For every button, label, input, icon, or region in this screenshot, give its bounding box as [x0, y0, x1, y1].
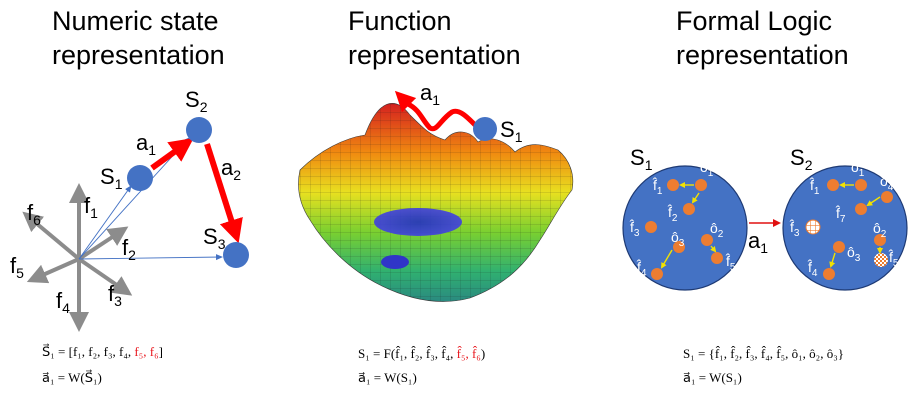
numeric-state-diagram: S1 S2 S3 a1 a2 f1 f2 f3 f4 f5 f6	[10, 87, 249, 332]
state-s1-node	[127, 165, 153, 191]
fact-f3-removed-dot	[805, 219, 821, 235]
label-f5: f5	[10, 253, 24, 281]
label-o3: ô3	[671, 229, 685, 249]
object-o4-dot	[881, 191, 893, 203]
fact-f5-dot	[711, 252, 723, 264]
label-s3: S3	[203, 224, 226, 252]
vector-to-s3	[78, 254, 223, 261]
action-path-arrow	[394, 90, 483, 133]
state-s3-node	[223, 242, 249, 268]
title-function-line1: Function	[348, 6, 452, 36]
title-numeric-line2: representation	[52, 40, 225, 70]
function-surface-diagram: a1 S1	[298, 80, 574, 302]
title-numeric: Numeric state representation	[52, 4, 225, 72]
label-f3: f̂3	[789, 219, 800, 239]
label-o3: ô3	[847, 244, 861, 264]
title-logic-line1: Formal Logic	[676, 6, 833, 36]
formula-logic-state: S₁ = {f̂₁, f̂₂, f̂₃, f̂₄, f̂₅, ô₁, ô₂, ô…	[683, 346, 844, 361]
label-f6: f6	[27, 200, 41, 228]
title-function: Function representation	[348, 4, 521, 72]
label-f3: f3	[108, 281, 122, 309]
formula-numeric-red: f₅, f₆	[134, 344, 159, 359]
title-function-line2: representation	[348, 40, 521, 70]
feature-axes	[22, 183, 133, 332]
label-s1: S1	[630, 145, 653, 173]
formula-numeric-prefix: S⃗₁ = [f₁, f₂, f₃, f₄,	[42, 344, 135, 359]
label-o2: ô2	[873, 220, 887, 240]
formula-function-prefix: S₁ = F(f̂₁, f̂₂, f̂₃, f̂₄,	[358, 346, 457, 361]
fact-f7-dot	[855, 203, 867, 215]
label-s1: S1	[100, 164, 123, 192]
fact-f1-dot	[827, 179, 839, 191]
formula-function-action: a⃗₁ = W(S₁)	[358, 370, 417, 385]
label-f4: f̂4	[636, 259, 647, 279]
formula-numeric-action: a⃗₁ = W(S⃗₁)	[42, 370, 102, 385]
surface-minimum-well	[374, 208, 462, 236]
formula-function-suffix: )	[480, 346, 486, 361]
state-s1-node	[473, 117, 497, 141]
fact-f4-dot	[823, 268, 835, 280]
formula-numeric-state: S⃗₁ = [f₁, f₂, f₃, f₄, f₅, f₆]	[42, 344, 163, 360]
label-f4: f4	[56, 288, 70, 316]
action-a2-arrow	[204, 143, 243, 244]
label-s1: S1	[500, 117, 523, 145]
object-o3-dot	[673, 241, 685, 253]
label-f7: f̂7	[835, 205, 846, 225]
formal-logic-diagram: S1 S2 a1 f̂1 ô1 f̂2 f̂3 ô2 ô3 f̂4 f̂5	[622, 145, 908, 291]
label-o4: ô4	[880, 173, 894, 193]
formula-function-red: f̂₅, f̂₆	[456, 346, 481, 361]
label-f2: f2	[122, 235, 136, 263]
surface-minimum-lower	[381, 255, 409, 269]
object-o1-dot	[855, 179, 867, 191]
object-o1-dot	[695, 179, 707, 191]
fact-f2-dot	[683, 203, 695, 215]
label-f1: f̂1	[809, 177, 820, 197]
title-numeric-line1: Numeric state	[52, 6, 219, 36]
fact-f5-changed-dot	[874, 253, 888, 267]
label-f1: f̂1	[652, 177, 663, 197]
formula-numeric-suffix: ]	[158, 344, 163, 359]
label-s2: S2	[790, 145, 813, 173]
surface-gridlines	[298, 103, 573, 302]
label-a1: a1	[748, 228, 768, 256]
label-f4: f̂4	[807, 259, 818, 279]
title-logic-line2: representation	[676, 40, 849, 70]
s2-contents: f̂1 ô1 ô4 f̂7 f̂3 ô2 ô3 f̂4 f̂5	[789, 159, 899, 280]
action-a1-arrow	[150, 137, 194, 171]
formula-logic-action: a⃗₁ = W(S₁)	[683, 370, 742, 385]
label-s2: S2	[185, 87, 208, 115]
label-f1: f1	[84, 193, 98, 221]
label-f5: f̂5	[888, 249, 899, 269]
object-o3-dot	[833, 241, 845, 253]
label-o2: ô2	[710, 220, 724, 240]
state-s2-node	[186, 117, 212, 143]
label-f3: f̂3	[629, 219, 640, 239]
vector-to-s1	[78, 185, 132, 260]
label-a2: a2	[221, 155, 241, 183]
object-o2-dot	[701, 234, 713, 246]
title-logic: Formal Logic representation	[676, 4, 849, 72]
formula-function-state: S₁ = F(f̂₁, f̂₂, f̂₃, f̂₄, f̂₅, f̂₆)	[358, 346, 485, 362]
label-o1: ô1	[851, 159, 865, 179]
label-f5: f̂5	[725, 253, 736, 273]
s1-contents: f̂1 ô1 f̂2 f̂3 ô2 ô3 f̂4 f̂5	[629, 159, 736, 280]
fact-f4-dot	[651, 268, 663, 280]
label-a1: a1	[136, 130, 156, 158]
label-f2: f̂2	[667, 204, 678, 224]
object-o2-dot	[874, 234, 886, 246]
label-o1: ô1	[700, 159, 714, 179]
fact-f1-dot	[667, 179, 679, 191]
fact-f3-dot	[645, 221, 657, 233]
label-a1: a1	[420, 80, 440, 108]
